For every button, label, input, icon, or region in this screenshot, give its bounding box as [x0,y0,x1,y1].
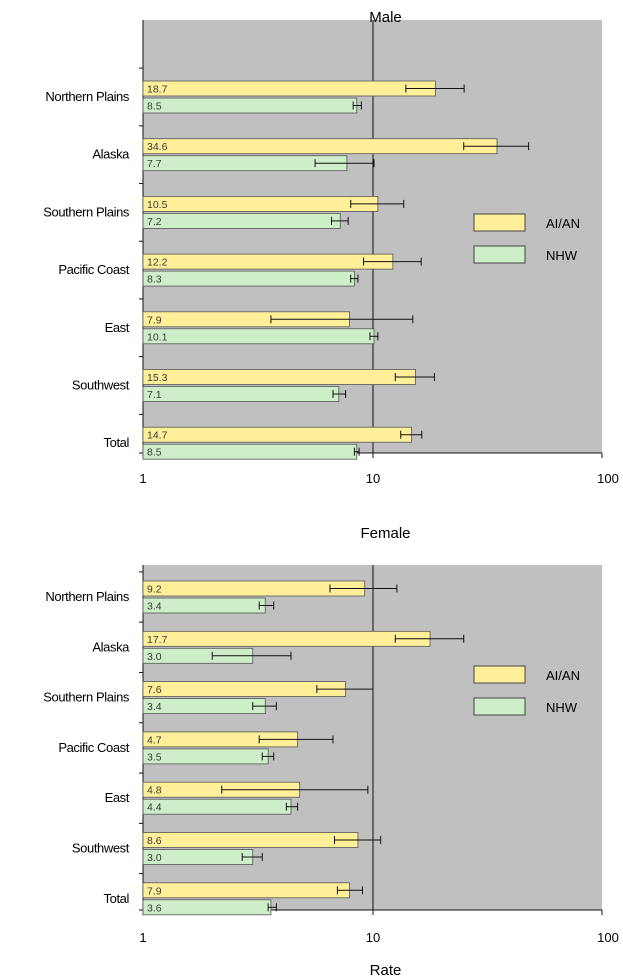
bar [142,443,358,460]
data-label: 34.6 [147,141,168,153]
category-label: East [105,320,130,335]
bar [142,899,272,916]
data-label: 3.4 [147,701,162,713]
legend-swatch [473,245,526,264]
data-label: 4.7 [147,734,162,746]
x-tick-label: 10 [366,930,380,945]
category-label: Alaska [92,147,130,162]
legend-label: AI/AN [546,668,580,683]
data-label: 7.9 [147,314,162,326]
category-label: Southern Plains [43,690,130,705]
data-label: 7.1 [147,389,162,401]
bar [142,882,350,899]
x-axis-label: Rate [370,962,402,979]
legend-label: AI/AN [546,216,580,231]
legend-label: NHW [546,700,578,715]
data-label: 17.7 [147,634,168,646]
data-label: 14.7 [147,430,168,442]
category-label: Total [104,891,130,906]
category-label: East [105,790,130,805]
data-label: 8.5 [147,101,162,113]
data-label: 3.0 [147,651,162,663]
bar [142,369,416,385]
bar [142,681,346,697]
bar [142,138,498,155]
bar [142,328,375,345]
data-label: 4.4 [147,802,162,814]
category-label: Pacific Coast [58,262,129,277]
x-tick-label: 100 [597,471,619,486]
bar [142,630,431,647]
data-label: 3.0 [147,852,162,864]
bar [142,212,341,229]
data-label: 7.6 [147,684,162,696]
x-tick-label: 100 [597,930,619,945]
bar [142,195,379,212]
data-label: 8.3 [147,274,162,286]
chart-title: Male [369,9,402,26]
bar [142,798,292,815]
bar [142,386,340,402]
data-label: 3.5 [147,751,162,763]
category-label: Southern Plains [43,204,130,219]
bar [142,97,358,114]
data-label: 10.1 [147,331,168,343]
data-label: 3.4 [147,601,162,613]
legend-swatch [473,213,526,232]
category-label: Southwest [72,378,130,393]
bar [142,270,355,287]
legend-swatch [473,665,526,684]
bar [142,80,436,97]
data-label: 7.9 [147,885,162,897]
legend-label: NHW [546,248,578,263]
x-tick-label: 10 [366,471,380,486]
x-tick-label: 1 [139,471,146,486]
x-tick-label: 1 [139,930,146,945]
data-label: 18.7 [147,84,168,96]
category-label: Northern Plains [45,89,129,104]
category-label: Northern Plains [45,589,129,604]
data-label: 8.6 [147,835,162,847]
chart-title: Female [360,525,410,542]
data-label: 10.5 [147,199,168,211]
category-label: Total [104,435,130,450]
data-label: 3.6 [147,902,162,914]
bar [142,426,412,443]
data-label: 12.2 [147,257,168,269]
data-label: 7.7 [147,158,162,170]
data-label: 8.5 [147,447,162,459]
legend-swatch [473,697,526,716]
category-label: Pacific Coast [58,740,129,755]
data-label: 9.2 [147,584,162,596]
data-label: 15.3 [147,372,168,384]
bar [142,832,359,848]
bar [142,253,394,270]
category-label: Alaska [92,639,130,654]
data-label: 7.2 [147,216,162,228]
category-label: Southwest [72,841,130,856]
data-label: 4.8 [147,785,162,797]
bar [142,748,269,765]
